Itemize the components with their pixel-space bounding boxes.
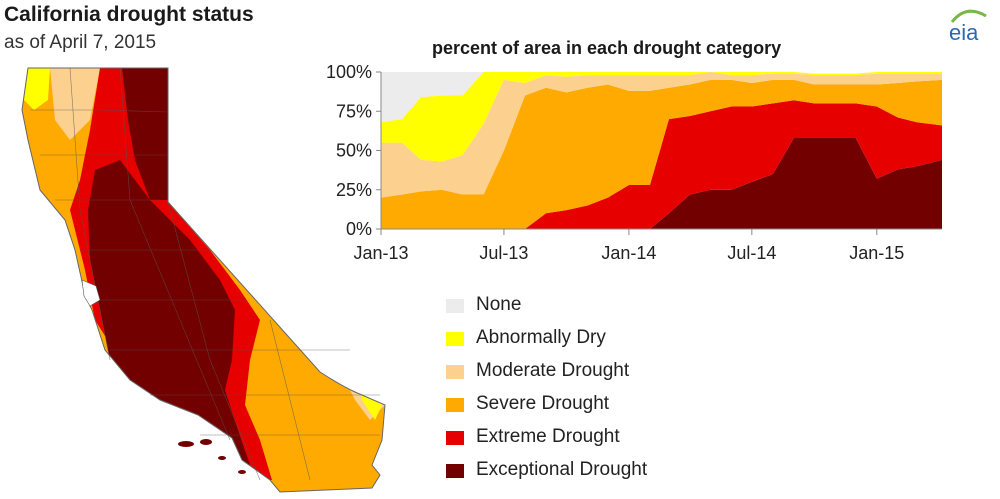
eia-logo: eia bbox=[949, 9, 987, 44]
chart-title: percent of area in each drought category bbox=[432, 38, 782, 58]
page-title: California drought status bbox=[4, 3, 254, 26]
legend-item-moderate-drought: Moderate Drought bbox=[446, 358, 746, 386]
y-tick-label: 100% bbox=[326, 62, 372, 82]
x-tick-label: Jan-15 bbox=[849, 243, 904, 263]
california-drought-map bbox=[21, 67, 386, 493]
x-tick-label: Jan-14 bbox=[601, 243, 656, 263]
map-abnormally-dry-nw bbox=[24, 68, 50, 110]
map-exceptional-ne bbox=[122, 68, 168, 200]
logo-arc bbox=[950, 9, 987, 23]
y-tick-label: 25% bbox=[336, 180, 372, 200]
y-tick-label: 75% bbox=[336, 101, 372, 121]
legend-swatch bbox=[446, 332, 464, 346]
legend-label: Extreme Drought bbox=[476, 426, 620, 447]
x-tick-label: Jul-13 bbox=[479, 243, 528, 263]
area-series-moderate-drought bbox=[381, 72, 942, 198]
area-series-exceptional-drought bbox=[381, 137, 942, 229]
legend-swatch bbox=[446, 398, 464, 412]
legend-swatch bbox=[446, 464, 464, 478]
page-subtitle: as of April 7, 2015 bbox=[4, 32, 157, 53]
legend-label: Abnormally Dry bbox=[476, 327, 606, 348]
legend-label: Moderate Drought bbox=[476, 360, 630, 381]
legend-item-extreme-drought: Extreme Drought bbox=[446, 424, 746, 452]
legend-item-exceptional-drought: Exceptional Drought bbox=[446, 457, 746, 485]
legend-item-abnormally-dry: Abnormally Dry bbox=[446, 325, 746, 353]
legend-item-none: None bbox=[446, 292, 746, 320]
legend-item-severe-drought: Severe Drought bbox=[446, 391, 746, 419]
map-moderate-north bbox=[50, 68, 100, 140]
y-tick-label: 0% bbox=[346, 219, 372, 239]
legend-swatch bbox=[446, 365, 464, 379]
logo-text: eia bbox=[949, 20, 979, 44]
legend-swatch bbox=[446, 431, 464, 445]
x-tick-label: Jan-13 bbox=[353, 243, 408, 263]
area-series-abnormally-dry bbox=[381, 72, 942, 162]
area-series-extreme-drought bbox=[381, 100, 942, 229]
channel-islands bbox=[178, 439, 246, 474]
area-series-none bbox=[381, 72, 942, 123]
legend-swatch bbox=[446, 299, 464, 313]
sf-bay bbox=[81, 279, 101, 307]
county-lines bbox=[30, 67, 380, 481]
california-outline bbox=[21, 67, 386, 493]
area-series-severe-drought bbox=[381, 79, 942, 229]
legend-label: None bbox=[476, 294, 522, 315]
x-tick-label: Jul-14 bbox=[727, 243, 776, 263]
y-tick-label: 50% bbox=[336, 141, 372, 161]
legend-label: Exceptional Drought bbox=[476, 459, 648, 480]
legend-label: Severe Drought bbox=[476, 393, 610, 414]
map-exceptional-central bbox=[88, 160, 250, 470]
